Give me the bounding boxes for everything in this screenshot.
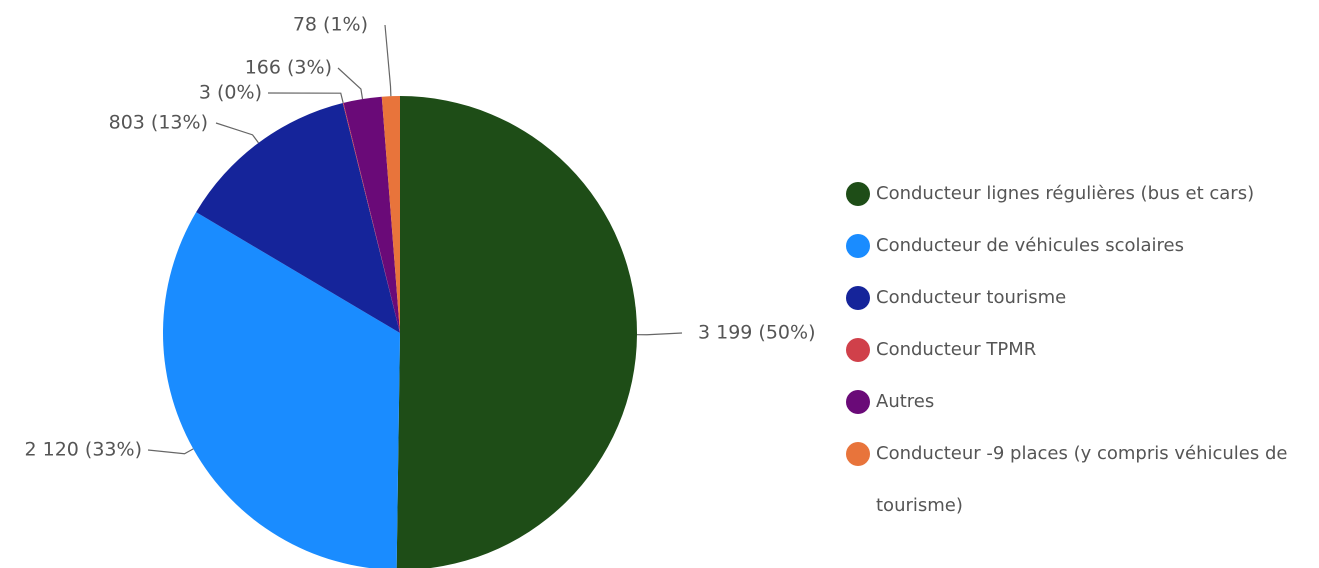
legend-swatch xyxy=(846,442,870,466)
pie-slice xyxy=(396,96,637,568)
legend-item: Conducteur tourisme xyxy=(846,272,1316,324)
data-label: 78 (1%) xyxy=(293,14,368,36)
pie-slice xyxy=(163,212,400,568)
legend-label: Conducteur TPMR xyxy=(876,339,1037,360)
legend-item: Conducteur -9 places (y compris véhicule… xyxy=(846,428,1316,532)
legend-label: Conducteur lignes régulières (bus et car… xyxy=(876,183,1255,204)
legend: Conducteur lignes régulières (bus et car… xyxy=(846,168,1316,532)
data-label: 166 (3%) xyxy=(245,57,332,79)
legend-label: Conducteur de véhicules scolaires xyxy=(876,235,1184,256)
leader-line xyxy=(337,67,364,100)
data-label: 3 199 (50%) xyxy=(698,322,816,344)
legend-swatch xyxy=(846,182,870,206)
leader-line xyxy=(215,122,259,144)
legend-label: Conducteur tourisme xyxy=(876,287,1067,308)
pie-slice xyxy=(381,96,400,333)
data-label: 803 (13%) xyxy=(109,112,208,134)
legend-swatch xyxy=(846,286,870,310)
pie-slice xyxy=(342,102,400,333)
legend-swatch xyxy=(846,390,870,414)
leader-line xyxy=(147,448,194,455)
leader-line xyxy=(267,92,344,104)
pie-slice xyxy=(196,103,400,333)
data-label: 2 120 (33%) xyxy=(25,439,143,461)
leader-line xyxy=(384,24,392,97)
pie-slice xyxy=(343,96,400,333)
legend-item: Conducteur lignes régulières (bus et car… xyxy=(846,168,1316,220)
legend-label: Autres xyxy=(876,391,935,412)
data-label: 3 (0%) xyxy=(199,82,262,104)
legend-item: Conducteur de véhicules scolaires xyxy=(846,220,1316,272)
legend-label: Conducteur -9 places (y compris véhicule… xyxy=(876,443,1288,516)
legend-item: Conducteur TPMR xyxy=(846,324,1316,376)
leader-line xyxy=(636,332,683,336)
legend-swatch xyxy=(846,234,870,258)
legend-item: Autres xyxy=(846,376,1316,428)
legend-swatch xyxy=(846,338,870,362)
